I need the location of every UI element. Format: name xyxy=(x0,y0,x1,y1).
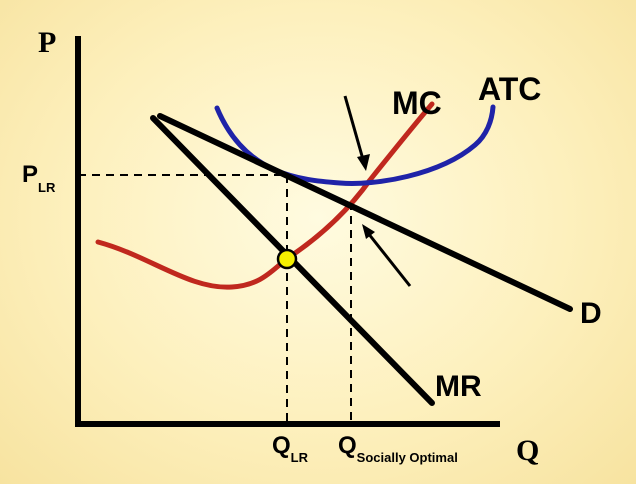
mc-curve xyxy=(95,101,435,290)
price-lr-label: PLR xyxy=(22,161,56,195)
arrow-social-optimum xyxy=(366,232,412,287)
atc-label: ATC xyxy=(478,71,541,107)
arrow-social-optimum-head xyxy=(362,224,375,239)
price-lr-main: P xyxy=(22,161,38,188)
atc-curve xyxy=(214,104,496,186)
q-social-subscript: Socially Optimal xyxy=(357,450,458,465)
demand-curve xyxy=(157,113,573,312)
demand-label: D xyxy=(580,297,602,330)
q-social-main: Q xyxy=(338,432,357,459)
q-lr-label: QLR xyxy=(272,432,309,465)
q-social-label: QSocially Optimal xyxy=(338,432,458,465)
mr-label: MR xyxy=(435,370,482,403)
arrow-atc-minimum-head xyxy=(357,154,370,171)
mc-label: MC xyxy=(392,85,442,121)
y-axis-label: P xyxy=(38,26,56,59)
q-lr-main: Q xyxy=(272,432,291,459)
mr-mc-intersection-point xyxy=(276,248,298,270)
price-lr-subscript: LR xyxy=(38,180,56,195)
arrow-atc-minimum xyxy=(343,95,366,164)
x-axis-label: Q xyxy=(516,434,539,467)
q-lr-subscript: LR xyxy=(291,450,309,465)
